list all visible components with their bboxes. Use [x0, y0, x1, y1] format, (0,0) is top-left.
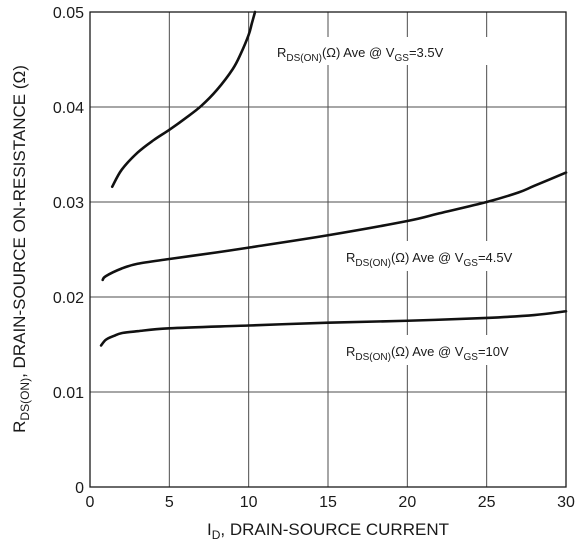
y-tick-label: 0.03: [53, 195, 84, 212]
x-tick-label: 20: [398, 494, 416, 511]
x-tick-labels: 0 5 10 15 20 25 30: [86, 494, 575, 511]
svg-text:RDS(ON)(Ω) Ave @ VGS=10V: RDS(ON)(Ω) Ave @ VGS=10V: [346, 344, 509, 363]
y-tick-label: 0: [75, 480, 84, 497]
y-tick-label: 0.01: [53, 385, 84, 402]
y-tick-label: 0.05: [53, 5, 84, 22]
y-tick-labels: 0 0.01 0.02 0.03 0.04 0.05: [53, 5, 84, 497]
curve-vgs-10v: [99, 309, 568, 347]
x-tick-label: 0: [86, 494, 95, 511]
x-axis-title: ID, DRAIN-SOURCE CURRENT: [207, 520, 449, 542]
series-label-3-5v: RDS(ON)(Ω) Ave @ VGS=3.5V: [274, 37, 506, 65]
svg-text:RDS(ON)(Ω) Ave @ VGS=4.5V: RDS(ON)(Ω) Ave @ VGS=4.5V: [346, 250, 513, 269]
y-axis-title: RDS(ON), DRAIN-SOURCE ON-RESISTANCE (Ω): [10, 65, 32, 433]
series-label-4-5v: RDS(ON)(Ω) Ave @ VGS=4.5V: [343, 241, 565, 271]
x-tick-label: 30: [557, 494, 575, 511]
x-tick-label: 15: [319, 494, 337, 511]
y-tick-label: 0.02: [53, 290, 84, 307]
curve-vgs-4-5v: [101, 171, 568, 282]
x-tick-label: 10: [240, 494, 258, 511]
curve-vgs-3-5v: [110, 10, 257, 189]
x-tick-label: 25: [478, 494, 496, 511]
series-label-10v: RDS(ON)(Ω) Ave @ VGS=10V: [343, 335, 565, 365]
x-tick-label: 5: [165, 494, 174, 511]
plot-frame: [89, 11, 567, 488]
data-curves: [99, 10, 568, 347]
svg-text:RDS(ON)(Ω) Ave @ VGS=3.5V: RDS(ON)(Ω) Ave @ VGS=3.5V: [277, 45, 444, 64]
y-tick-label: 0.04: [53, 100, 84, 117]
